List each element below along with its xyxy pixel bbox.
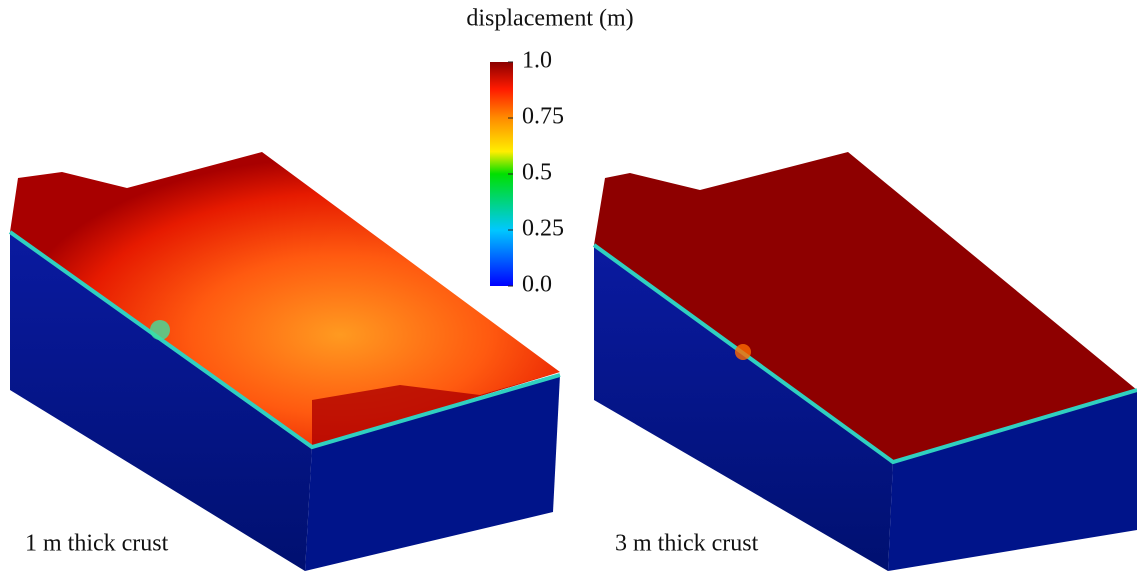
colorbar-title: displacement (m) [466,6,633,32]
tick-label: 0.25 [522,216,564,242]
page: 1 m thick crust 3 m thick crust displace… [0,0,1137,571]
tick-label: 0.5 [522,160,552,186]
tick-label: 0.0 [522,272,552,298]
model-1m: 1 m thick crust [10,152,560,571]
hotspot [150,320,170,340]
model-3m: 3 m thick crust [594,152,1137,571]
tick-label: 1.0 [522,48,552,74]
hotspot [735,344,751,360]
panel-label: 3 m thick crust [615,531,759,557]
panel-label: 1 m thick crust [25,531,169,557]
tick-label: 0.75 [522,104,564,130]
figure: 1 m thick crust 3 m thick crust displace… [0,0,1137,571]
